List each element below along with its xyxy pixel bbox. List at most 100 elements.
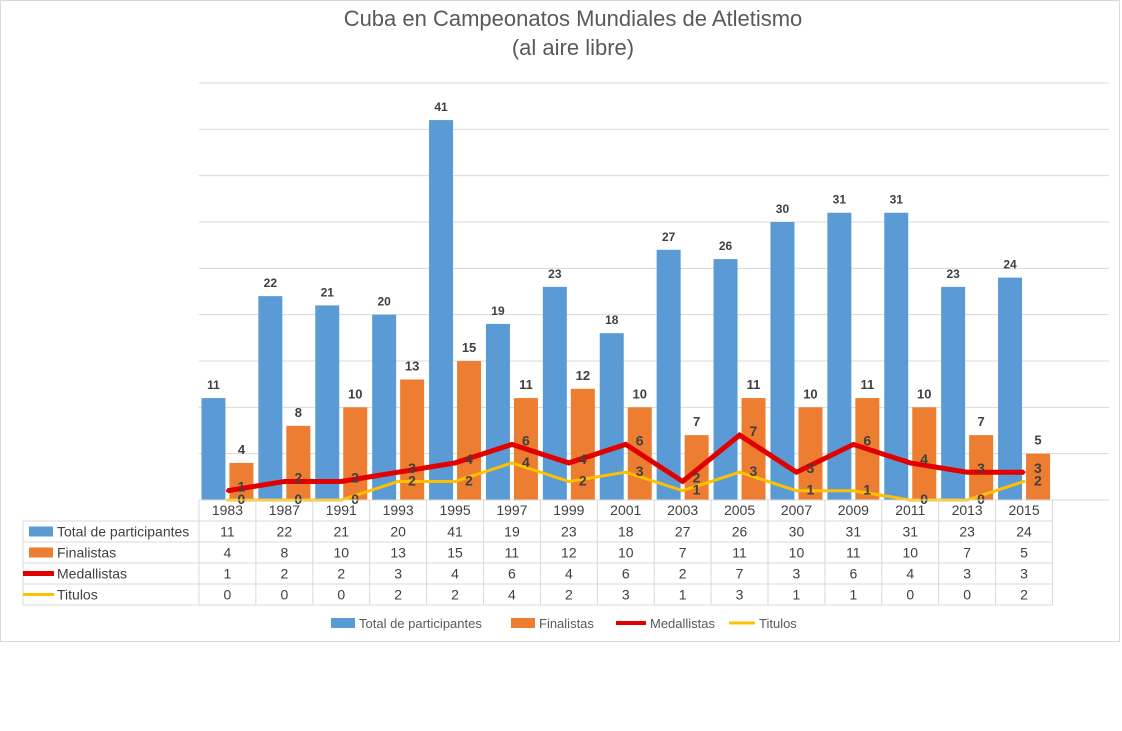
line-data-label: 2: [465, 472, 473, 488]
line-data-label: 3: [408, 460, 416, 476]
line-data-label: 2: [408, 472, 416, 488]
line-point: [794, 470, 798, 474]
line-point: [510, 461, 514, 465]
table-cell-value: 2: [565, 587, 573, 603]
table-cell-value: 23: [561, 524, 577, 540]
table-series-name: Medallistas: [57, 566, 127, 582]
table-cell-value: 4: [224, 545, 232, 561]
table-category-label: 1993: [383, 502, 414, 518]
table-cell-value: 10: [902, 545, 918, 561]
bar: [770, 222, 795, 500]
table-cell-value: 5: [1020, 545, 1028, 561]
bar-data-label: 23: [946, 267, 960, 281]
line-point: [396, 470, 400, 474]
line-data-label: 1: [237, 479, 245, 495]
legend-label: Finalistas: [539, 616, 594, 631]
table-cell-value: 12: [561, 545, 577, 561]
bar-data-label: 10: [633, 386, 647, 401]
line-data-label: 0: [920, 491, 928, 507]
bar-data-label: 4: [238, 442, 246, 457]
table-cell-value: 1: [793, 587, 801, 603]
table-cell-value: 3: [394, 566, 402, 582]
table-category-label: 2003: [667, 502, 698, 518]
bar: [343, 407, 368, 500]
bar-data-label: 11: [747, 377, 761, 392]
table-cell-value: 11: [505, 545, 520, 561]
bar: [485, 323, 510, 500]
bar-data-label: 10: [917, 386, 931, 401]
table-legend-key: [29, 526, 53, 537]
table-cell-value: 0: [280, 587, 288, 603]
table-cell-value: 21: [333, 524, 349, 540]
line-point: [567, 461, 571, 465]
bar: [941, 286, 966, 500]
data-table: 1983 1987 1991 1993 1995 1997 1999 2001 2003 2005…: [22, 499, 1109, 606]
table-cell-value: 27: [675, 524, 691, 540]
table-cell-value: 31: [846, 524, 862, 540]
bar-data-label: 24: [1003, 258, 1017, 272]
bar: [912, 407, 937, 500]
bar-data-label: 30: [776, 202, 790, 216]
table-cell-value: 6: [622, 566, 630, 582]
bar-data-label: 21: [321, 285, 335, 299]
bar-data-label: 27: [662, 230, 676, 244]
line-data-label: 4: [522, 454, 530, 470]
bar: [201, 398, 226, 500]
bar: [969, 435, 994, 500]
bar-data-label: 13: [405, 359, 419, 374]
line-data-label: 3: [806, 460, 814, 476]
bar-data-label: 11: [519, 377, 533, 392]
bar-data-label: 8: [295, 405, 302, 420]
line-point: [453, 461, 457, 465]
bar: [229, 462, 254, 500]
line-data-label: 7: [750, 423, 758, 439]
table-cell-value: 3: [1020, 566, 1028, 582]
bar-data-label: 7: [693, 414, 700, 429]
bar-data-label: 7: [978, 414, 985, 429]
series-lines: [225, 432, 1026, 502]
bar-data-label: 26: [719, 239, 733, 253]
line-data-label: 6: [522, 432, 530, 448]
line-data-label: 1: [806, 482, 814, 498]
bar-data-label: 10: [348, 386, 362, 401]
line-data-label: 0: [977, 491, 985, 507]
line-point: [1022, 470, 1026, 474]
line-data-label: 4: [920, 451, 928, 467]
line-point: [624, 470, 628, 474]
bar-data-label: 15: [462, 340, 476, 355]
table-cell-value: 7: [679, 545, 687, 561]
table-cell-value: 2: [451, 587, 459, 603]
table-cell-value: 1: [849, 587, 857, 603]
line-data-label: 2: [351, 469, 359, 485]
table-cell-value: 22: [277, 524, 293, 540]
table-cell-value: 2: [337, 566, 345, 582]
line-data-label: 0: [237, 491, 245, 507]
bar: [315, 305, 340, 500]
table-cell-value: 31: [902, 524, 918, 540]
line-point: [1022, 479, 1026, 483]
bar: [656, 249, 681, 500]
table-cell-value: 18: [618, 524, 634, 540]
table-cell-value: 41: [447, 524, 463, 540]
table-category-label: 2013: [952, 502, 983, 518]
bar-data-label: 41: [434, 100, 448, 114]
bar-data-label: 5: [1034, 433, 1041, 448]
table-cell-value: 4: [565, 566, 573, 582]
table-category-label: 1995: [439, 502, 470, 518]
line-point: [396, 479, 400, 483]
bar: [798, 407, 823, 500]
table-cell-value: 2: [679, 566, 687, 582]
legend-label: Titulos: [759, 616, 797, 631]
table-category-label: 2001: [610, 502, 641, 518]
line-data-label: 2: [693, 469, 701, 485]
bar: [400, 379, 425, 500]
line-point: [794, 489, 798, 493]
table-cell-value: 0: [963, 587, 971, 603]
line-point: [567, 479, 571, 483]
table-cell-value: 3: [963, 566, 971, 582]
table-cell-value: 0: [224, 587, 232, 603]
legend-key: [331, 618, 355, 628]
table-cell-value: 3: [736, 587, 744, 603]
bar-data-label: 23: [548, 267, 562, 281]
bar: [713, 259, 738, 500]
